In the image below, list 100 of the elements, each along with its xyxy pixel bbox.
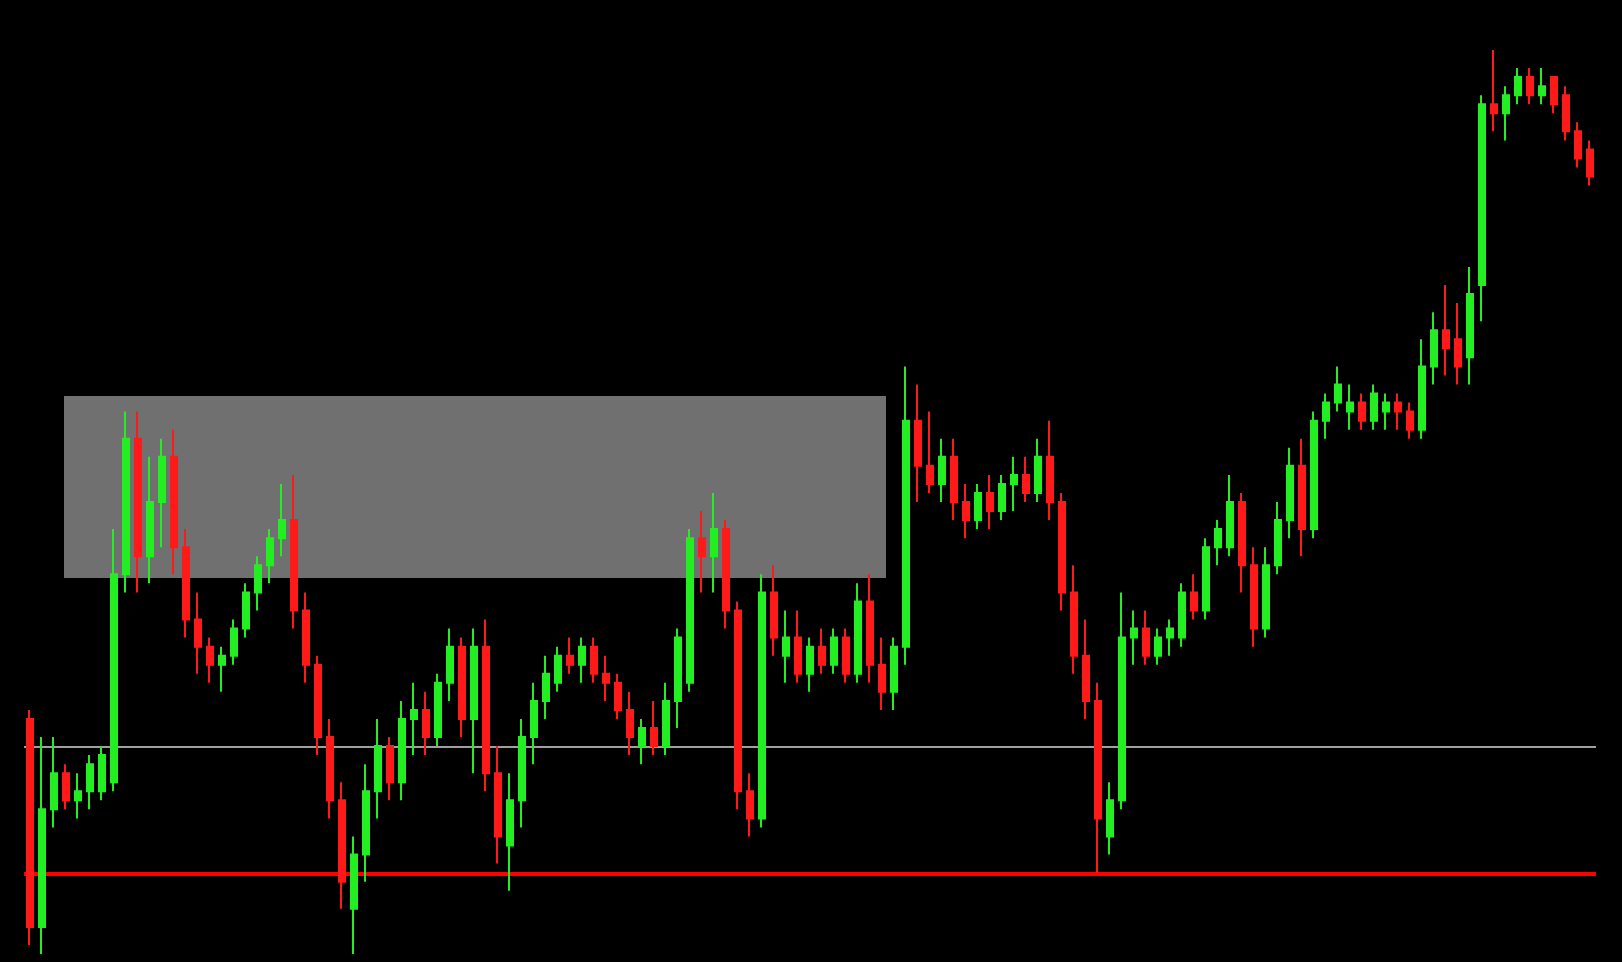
- candlestick: [50, 736, 58, 829]
- candlestick: [1454, 302, 1462, 386]
- candlestick: [1394, 392, 1402, 431]
- candlestick: [1166, 618, 1174, 657]
- candlestick: [938, 437, 946, 503]
- candlestick: [470, 627, 478, 775]
- candlestick: [1430, 311, 1438, 386]
- candlestick: [86, 754, 94, 811]
- candlestick: [1322, 392, 1330, 440]
- candlestick: [914, 383, 922, 503]
- candlestick: [1562, 85, 1570, 142]
- candlestick: [1586, 139, 1594, 187]
- candlestick: [218, 645, 226, 693]
- candlestick: [806, 636, 814, 693]
- candlestick: [1502, 85, 1510, 142]
- candlestick: [1286, 446, 1294, 540]
- candlestick: [350, 835, 358, 955]
- candlestick: [182, 528, 190, 639]
- candlestick: [1082, 618, 1090, 720]
- candlestick: [1094, 681, 1102, 874]
- candlestick: [926, 410, 934, 494]
- candlestick: [1574, 121, 1582, 169]
- candlestick: [1406, 401, 1414, 440]
- candlestick: [242, 582, 250, 639]
- candlestick: [974, 482, 982, 531]
- candlestick: [290, 473, 298, 630]
- candlestick: [482, 618, 490, 793]
- candlestick: [818, 627, 826, 675]
- candlestick: [602, 654, 610, 702]
- candlestick: [338, 781, 346, 910]
- candlestick: [1142, 609, 1150, 666]
- candlestick: [386, 736, 394, 802]
- candlestick: [1466, 265, 1474, 386]
- candlestick: [782, 609, 790, 684]
- candlestick: [890, 636, 898, 711]
- candlestick: [614, 672, 622, 720]
- candlestick: [1154, 627, 1162, 666]
- candlestick: [1262, 546, 1270, 639]
- candlestick: [662, 681, 670, 757]
- candlestick: [842, 627, 850, 684]
- candlestick: [1334, 365, 1342, 413]
- candlestick: [1034, 437, 1042, 503]
- candlestick: [998, 473, 1006, 522]
- candlestick: [1202, 537, 1210, 621]
- candlestick: [458, 636, 466, 739]
- candlestick: [950, 437, 958, 522]
- candlestick: [1358, 392, 1366, 431]
- candlestick: [758, 573, 766, 829]
- candlestick: [1070, 564, 1078, 675]
- candlestick: [422, 690, 430, 757]
- candlestick: [362, 763, 370, 883]
- candlestick: [314, 654, 322, 757]
- candlestick: [770, 564, 778, 657]
- candlestick: [650, 699, 658, 757]
- candlestick: [1310, 410, 1318, 540]
- candlestick: [98, 745, 106, 802]
- candlestick: [1106, 781, 1114, 856]
- candlestick: [698, 510, 706, 594]
- candlestick: [254, 555, 262, 612]
- candlestick: [1274, 501, 1282, 576]
- candlestick: [530, 681, 538, 766]
- candlestick: [1214, 519, 1222, 567]
- candlestick: [1022, 455, 1030, 503]
- candlestick: [398, 699, 406, 802]
- candlestick: [554, 645, 562, 693]
- candlestick: [1442, 284, 1450, 377]
- candlestick: [1490, 49, 1498, 133]
- candlestick: [74, 772, 82, 820]
- candlestick: [434, 672, 442, 748]
- candlestick: [578, 636, 586, 684]
- candlestick: [962, 482, 970, 540]
- candlestick: [122, 410, 130, 594]
- candlestick: [674, 627, 682, 729]
- candlestick: [170, 428, 178, 576]
- candlestick: [1526, 67, 1534, 106]
- candlestick: [194, 591, 202, 675]
- candlestick: [1118, 591, 1126, 811]
- candlestick: [794, 609, 802, 684]
- candlestick: [1250, 546, 1258, 648]
- candlestick: [866, 573, 874, 684]
- candlestick: [278, 482, 286, 558]
- candlestick: [374, 717, 382, 820]
- candlestick: [878, 636, 886, 711]
- candlestick: [854, 582, 862, 684]
- candlestick: [158, 437, 166, 549]
- candlestick: [1550, 76, 1558, 115]
- candlestick: [266, 528, 274, 585]
- candlestick: [1382, 392, 1390, 431]
- candlestick: [410, 681, 418, 757]
- candlestick: [1418, 338, 1426, 440]
- candlestick: [902, 365, 910, 666]
- candlestick: [518, 717, 526, 829]
- candlestick: [206, 636, 214, 684]
- candlestick: [710, 491, 718, 594]
- candlestick: [590, 636, 598, 684]
- candlestick: [1238, 491, 1246, 594]
- candlestick: [1058, 491, 1066, 612]
- candlestick: [722, 519, 730, 630]
- candlestick: [1370, 383, 1378, 431]
- candlestick: [1478, 94, 1486, 323]
